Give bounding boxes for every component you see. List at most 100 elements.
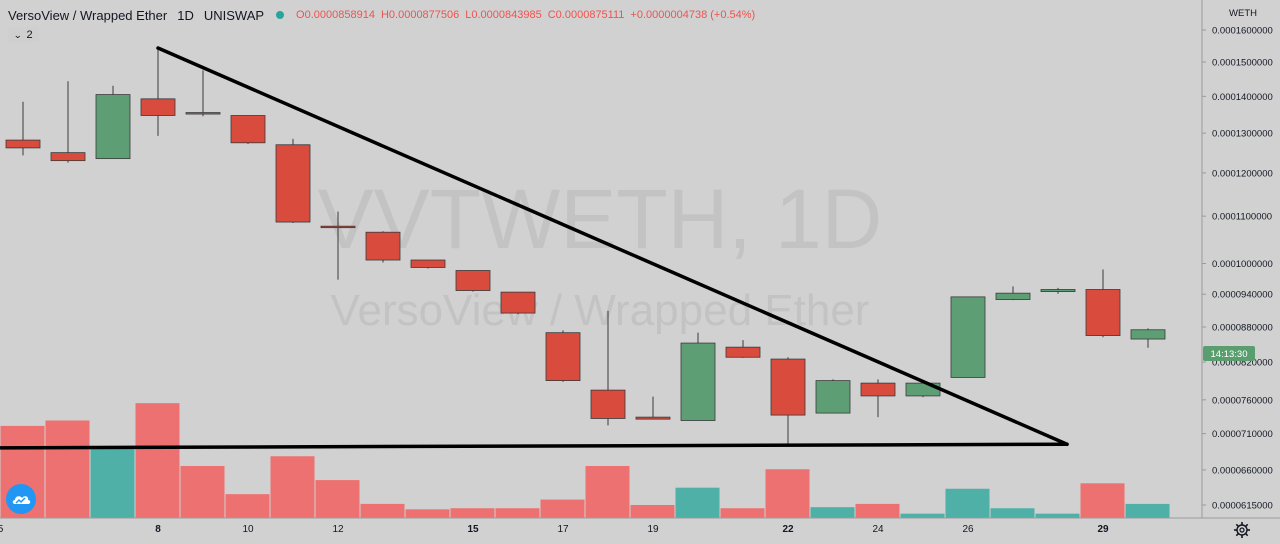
candle[interactable]: [725, 340, 761, 358]
exchange-label: UNISWAP: [203, 7, 265, 23]
volume-bar: [450, 508, 495, 518]
price-tick-label: 0.0000710000: [1212, 429, 1273, 440]
volume-bar: [360, 503, 405, 518]
price-tick-label: 0.0001600000: [1212, 26, 1273, 37]
candle[interactable]: [1130, 328, 1166, 348]
candle[interactable]: [95, 85, 131, 160]
indicators-toggle-button[interactable]: ⌄ 2: [8, 27, 39, 43]
candle-body: [410, 259, 446, 268]
candle-body: [1085, 289, 1121, 336]
interval-label[interactable]: 1D: [177, 7, 194, 23]
candle[interactable]: [185, 70, 221, 117]
candle[interactable]: [455, 270, 491, 292]
market-status-dot-icon: [276, 11, 285, 19]
trendlines[interactable]: [0, 46, 1069, 450]
price-tick-label: 0.0001300000: [1212, 129, 1273, 140]
candle-body: [995, 292, 1031, 300]
volume-bar: [45, 420, 90, 518]
candle[interactable]: [1040, 287, 1076, 294]
candle[interactable]: [860, 379, 896, 418]
candle-body: [815, 380, 851, 414]
price-tick-label: 0.0001400000: [1212, 92, 1273, 103]
volume-bar: [135, 403, 180, 518]
candle[interactable]: [50, 81, 86, 163]
candle-body: [230, 115, 266, 144]
volume-bar: [810, 507, 855, 518]
candle-body: [635, 416, 671, 420]
time-tick-label: 26: [962, 524, 974, 535]
candle[interactable]: [995, 286, 1031, 301]
candle[interactable]: [950, 296, 986, 378]
volume-bar: [945, 488, 990, 518]
volume-bar: [180, 466, 225, 518]
volume-bar: [315, 480, 360, 518]
candle-body: [5, 139, 41, 149]
candle[interactable]: [635, 396, 671, 420]
candle[interactable]: [275, 138, 311, 223]
candle[interactable]: [140, 49, 176, 136]
candle[interactable]: [1085, 269, 1121, 338]
price-tick-label: 0.0000880000: [1212, 323, 1273, 334]
candle[interactable]: [815, 379, 851, 414]
time-tick-label: 15: [467, 524, 479, 535]
trendline[interactable]: [156, 46, 1069, 446]
trendline[interactable]: [0, 442, 1069, 450]
price-tick-label: 0.0001500000: [1212, 58, 1273, 69]
price-tick-label: 0.0001000000: [1212, 259, 1273, 270]
close-value: C0.0000875111: [547, 9, 625, 21]
candle[interactable]: [410, 259, 446, 269]
candle-body: [275, 144, 311, 223]
candle[interactable]: [5, 101, 41, 156]
candle-body: [860, 382, 896, 397]
chart-header: VersoView / Wrapped Ether 1D UNISWAP O0.…: [8, 6, 755, 24]
change-value: +0.0000004738 (+0.54%): [630, 9, 756, 21]
high-value: H0.0000877506: [380, 9, 460, 21]
price-tick-label: 0.0001100000: [1212, 212, 1272, 223]
indicators-count: 2: [26, 29, 33, 41]
candle-body: [365, 231, 401, 261]
time-tick-label: 17: [557, 524, 569, 535]
candle-body: [185, 112, 221, 115]
volume-bar: [90, 446, 135, 518]
tradingview-logo-icon[interactable]: [6, 484, 36, 514]
candle[interactable]: [680, 332, 716, 421]
candle[interactable]: [365, 231, 401, 263]
countdown-label: 14:13:30: [1203, 346, 1255, 361]
volume-bar: [270, 456, 315, 518]
candle[interactable]: [770, 357, 806, 445]
axis-currency: WETH: [1229, 8, 1257, 19]
volume-bar: [675, 487, 720, 518]
volume-bar: [405, 509, 450, 518]
candle[interactable]: [905, 381, 941, 398]
candle[interactable]: [500, 291, 536, 315]
candle-body: [140, 98, 176, 116]
price-tick-label: 0.0001200000: [1212, 168, 1273, 179]
volume-bar: [1080, 483, 1125, 518]
settings-gear-icon[interactable]: [1233, 521, 1251, 539]
volume-bar: [855, 503, 900, 518]
candlestick-series: [5, 49, 1166, 445]
volume-bar: [990, 508, 1035, 518]
volume-bar: [1125, 503, 1170, 518]
volume-bar: [225, 494, 270, 518]
chevron-down-icon: ⌄: [13, 29, 23, 40]
candle-body: [680, 342, 716, 421]
volume-bar: [540, 499, 585, 518]
volume-bars: [0, 403, 1170, 518]
candle[interactable]: [545, 330, 581, 382]
price-tick-label: 0.0000940000: [1212, 290, 1273, 301]
volume-bar: [720, 508, 765, 518]
price-tick-label: 0.0000660000: [1212, 465, 1273, 476]
price-axis[interactable]: WETH 0.0001600000 0.0001500000 0.000140000…: [1201, 0, 1273, 518]
symbol-name[interactable]: VersoView / Wrapped Ether: [8, 7, 168, 23]
candle[interactable]: [590, 310, 626, 426]
candle[interactable]: [230, 115, 266, 144]
time-axis[interactable]: 5 8 10 12 15 17 19 22 24 26 29: [0, 517, 1280, 535]
time-tick-label: 5: [0, 524, 4, 535]
volume-bar: [765, 469, 810, 518]
candle[interactable]: [320, 211, 356, 280]
candle-body: [455, 270, 491, 291]
candle-body: [725, 346, 761, 358]
candle-body: [50, 152, 86, 162]
